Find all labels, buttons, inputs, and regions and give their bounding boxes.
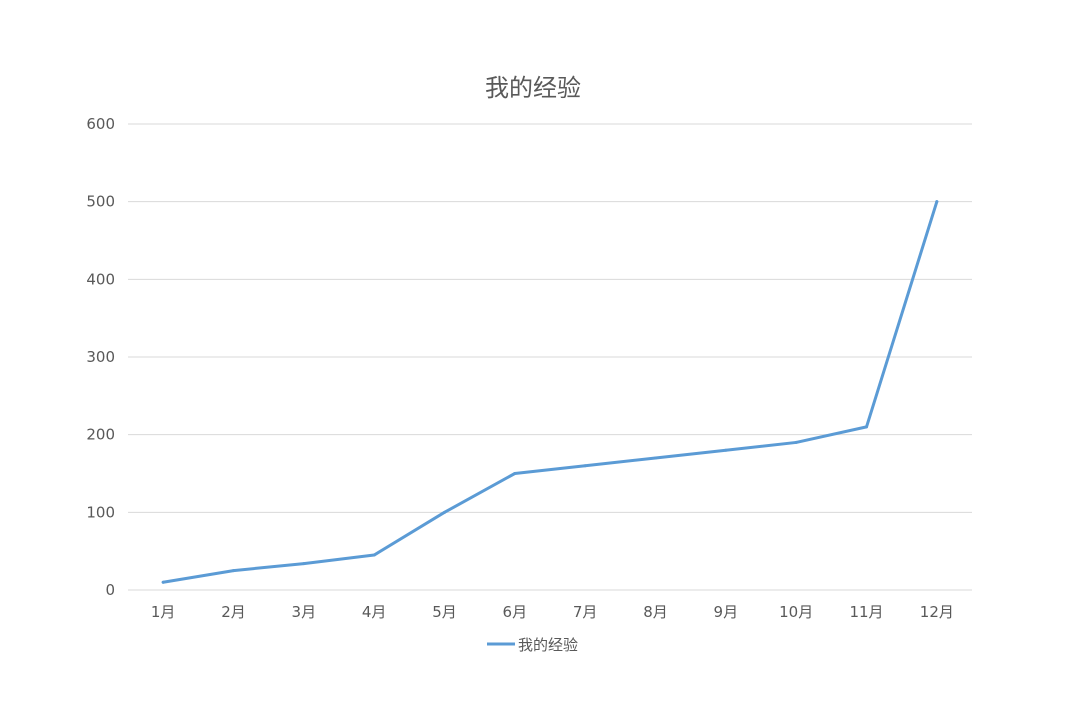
legend: 我的经验 [487,636,578,654]
y-tick-label: 300 [86,348,115,366]
x-tick-label: 6月 [503,603,528,621]
y-tick-label: 0 [105,581,115,599]
x-tick-label: 2月 [221,603,246,621]
legend-label: 我的经验 [518,636,578,654]
data-point [583,464,587,468]
data-point [232,569,235,573]
data-point [935,200,939,204]
y-tick-label: 200 [86,426,115,444]
data-point [161,580,165,584]
y-axis-tick-labels: 0 100 200 300 400 500 600 [86,115,115,599]
data-point [654,456,657,460]
data-point [372,553,376,557]
x-tick-label: 11月 [849,603,883,621]
y-tick-label: 600 [86,115,115,133]
y-tick-label: 500 [86,193,115,211]
data-point [513,472,517,475]
x-tick-label: 12月 [920,603,954,621]
data-point [443,510,446,514]
x-axis-tick-labels: 1月 2月 3月 4月 5月 6月 7月 8月 9月 10月 11月 12月 [151,603,954,621]
x-tick-label: 3月 [292,603,317,621]
data-point [724,448,728,452]
x-tick-label: 1月 [151,603,176,621]
data-point [302,562,306,566]
gridlines [128,123,972,591]
x-tick-label: 7月 [573,603,598,621]
series-lines [161,200,939,584]
y-tick-label: 400 [86,270,115,288]
x-tick-label: 8月 [643,603,668,621]
data-point [794,440,798,444]
x-tick-label: 4月 [362,603,387,621]
x-tick-label: 10月 [779,603,813,621]
data-point [865,425,868,429]
series-line-0 [161,200,939,584]
x-tick-label: 5月 [432,603,457,621]
chart-title: 我的经验 [485,74,581,102]
y-tick-label: 100 [86,503,115,521]
x-tick-label: 9月 [714,603,739,621]
